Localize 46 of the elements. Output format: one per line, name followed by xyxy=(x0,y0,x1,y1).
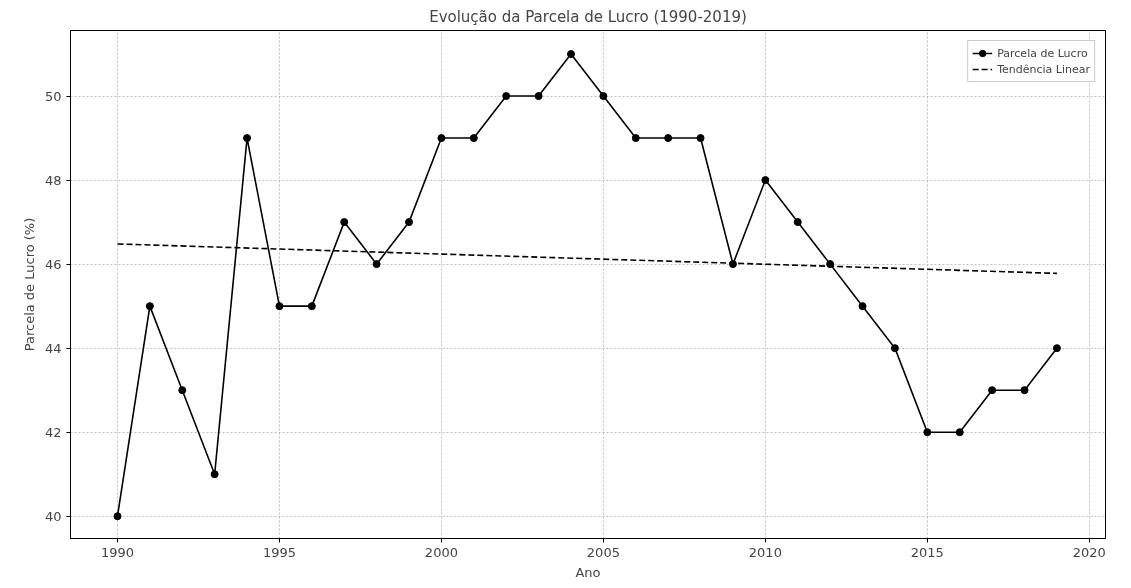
point xyxy=(566,50,575,59)
point xyxy=(988,386,997,395)
y-tick-label: 46 xyxy=(44,256,62,272)
legend-label: Tendência Linear xyxy=(997,61,1090,77)
point xyxy=(113,512,122,521)
point xyxy=(858,302,867,311)
point xyxy=(534,92,543,101)
legend-label: Parcela de Lucro xyxy=(997,45,1088,61)
x-tick-label: 2020 xyxy=(1072,544,1106,560)
y-axis-title: Parcela de Lucro (%) xyxy=(21,217,37,352)
point xyxy=(502,92,511,101)
x-tick-label: 2010 xyxy=(748,544,782,560)
x-tick-label: 2000 xyxy=(424,544,458,560)
y-tick-label: 40 xyxy=(44,508,62,524)
x-tick-label: 1990 xyxy=(100,544,135,560)
point xyxy=(1052,344,1061,353)
x-axis-title: Ano xyxy=(575,564,601,580)
point xyxy=(599,92,608,101)
point xyxy=(469,134,478,143)
point xyxy=(890,344,899,353)
point xyxy=(923,428,932,437)
x-tick-label: 2005 xyxy=(586,544,620,560)
point xyxy=(793,218,802,227)
point xyxy=(243,134,252,143)
point xyxy=(275,302,284,311)
y-tick-label: 48 xyxy=(44,172,62,188)
point xyxy=(405,218,414,227)
point xyxy=(664,134,673,143)
chart-title: Evolução da Parcela de Lucro (1990-2019) xyxy=(429,7,747,26)
point xyxy=(631,134,640,143)
x-tick-label: 1995 xyxy=(262,544,296,560)
point xyxy=(696,134,705,143)
x-tick-label: 2015 xyxy=(910,544,944,560)
point xyxy=(1020,386,1029,395)
y-tick-label: 50 xyxy=(44,88,62,104)
point xyxy=(307,302,316,311)
point xyxy=(761,176,770,185)
point xyxy=(178,386,187,395)
y-tick-label: 44 xyxy=(44,340,62,356)
point xyxy=(955,428,964,437)
y-tick-label: 42 xyxy=(44,424,62,440)
point xyxy=(372,260,381,269)
point xyxy=(145,302,154,311)
point xyxy=(210,470,219,479)
point xyxy=(437,134,446,143)
point xyxy=(340,218,349,227)
